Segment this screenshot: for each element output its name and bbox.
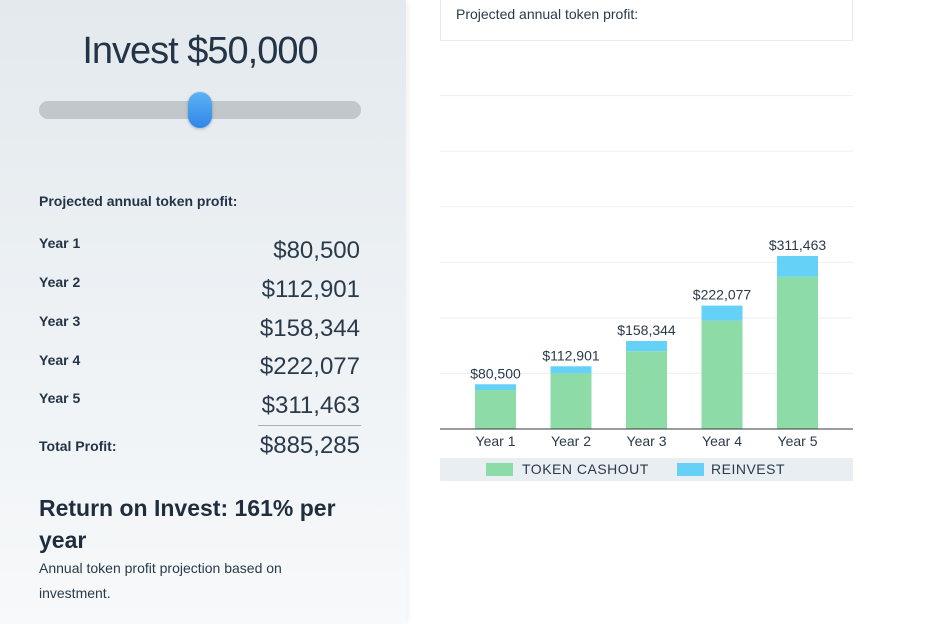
x-tick-label: Year 4 [702, 433, 742, 449]
chart-header-label: Projected annual token profit: [456, 6, 639, 22]
bar-cashout-segment [550, 373, 592, 429]
total-profit-label: Total Profit: [39, 438, 117, 454]
calculator-panel: Invest $50,000 Projected annual token pr… [0, 0, 406, 624]
roi-title: Return on Invest: 161% per year [39, 495, 336, 553]
year-label: Year 3 [39, 313, 81, 329]
year-label: Year 4 [39, 352, 81, 368]
bar-reinvest-segment [550, 366, 592, 374]
profit-bar-chart: $80,500$112,901$158,344$222,077$311,463 … [440, 40, 853, 449]
bar-total-label: $311,463 [769, 237, 827, 253]
x-tick-label: Year 5 [778, 433, 818, 449]
reinvest-swatch [677, 463, 704, 476]
roi-note: Annual token profit projection based on … [39, 560, 282, 601]
bar-reinvest-segment [777, 255, 818, 277]
invest-amount-title: Invest $50,000 [82, 30, 318, 72]
year-profit-value: $158,344 [259, 315, 360, 342]
total-divider [258, 425, 361, 426]
projection-label: Projected annual token profit: [39, 193, 238, 209]
reinvest-legend-label: REINVEST [711, 461, 786, 477]
bar-cashout-segment [777, 276, 818, 429]
investment-slider[interactable] [39, 92, 361, 128]
bar-cashout-segment [701, 320, 743, 429]
bar-reinvest-segment [475, 384, 516, 391]
bar-cashout-segment [475, 390, 516, 429]
chart-legend: TOKEN CASHOUT REINVEST [440, 458, 853, 481]
x-tick-label: Year 3 [627, 433, 667, 449]
year-profit-value: $311,463 [261, 392, 360, 419]
year-label: Year 5 [39, 390, 81, 406]
total-profit-value: $885,285 [259, 432, 360, 459]
x-tick-label: Year 2 [551, 433, 591, 449]
bar-total-label: $222,077 [693, 287, 752, 303]
year-profit-value: $112,901 [261, 276, 360, 303]
bar-total-label: $80,500 [470, 365, 521, 381]
cashout-swatch [486, 463, 513, 476]
year-label: Year 1 [39, 235, 81, 251]
chart-header: Projected annual token profit: [440, 0, 853, 41]
bar-total-label: $112,901 [542, 347, 600, 363]
bar-cashout-segment [626, 351, 667, 429]
year-label: Year 2 [39, 274, 81, 290]
slider-handle[interactable] [188, 92, 212, 128]
cashout-legend-label: TOKEN CASHOUT [522, 461, 649, 477]
bar-total-label: $158,344 [617, 322, 676, 338]
bar-reinvest-segment [626, 341, 667, 352]
x-tick-label: Year 1 [476, 433, 516, 449]
bar-reinvest-segment [701, 305, 743, 321]
year-profit-value: $80,500 [273, 237, 360, 264]
year-profit-value: $222,077 [259, 353, 360, 380]
